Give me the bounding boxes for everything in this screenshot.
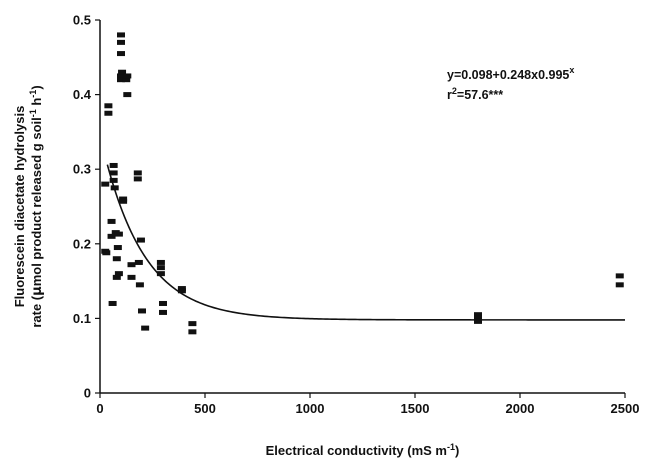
y-title-part-d: ) [29,85,44,89]
data-point [127,274,136,280]
data-point [156,265,165,271]
data-point [108,300,117,306]
data-point [107,218,116,224]
x-tick-label: 1500 [401,401,430,416]
data-point [109,177,118,183]
data-point [188,329,197,335]
axes [99,20,625,394]
data-point [127,262,136,268]
data-point [615,282,624,288]
data-point [159,309,167,315]
data-point [117,77,125,83]
data-point [101,181,110,187]
y-title-mu: μ [30,286,45,296]
y-title-part-a: rate ( [29,295,44,327]
data-point [156,271,165,277]
data-point [474,315,482,321]
fit-curve [106,164,625,321]
y-title-part-b: mol product released g soil [29,117,44,286]
x-tick-label: 2000 [506,401,535,416]
y-tick-label: 0.3 [73,162,91,177]
data-point [102,250,111,256]
data-point [114,231,123,237]
x-tick-label: 1000 [296,401,325,416]
data-point [109,170,118,176]
data-point [117,39,125,45]
data-point [104,110,113,116]
data-point [118,69,127,75]
data-points [101,32,624,335]
data-point [117,51,125,57]
data-point [109,162,118,168]
data-point [112,274,121,280]
y-tick-label: 0 [84,386,91,401]
data-point [188,321,197,327]
x-axis-title-main: Electrical conductivity (mS m [266,443,447,458]
data-point [474,318,482,324]
y-title-sup2: -1 [28,90,38,98]
data-point [122,77,131,83]
r2-label: r [447,88,452,102]
data-point [474,312,482,318]
r2-annotation: r2=57.6*** [447,86,503,102]
data-point [117,32,125,38]
data-point [113,245,122,251]
x-axis-title-end: ) [455,443,459,458]
ticks: 0 500 1000 1500 2000 2500 0 0.1 0.2 0.3 0.4 0.5 [73,13,640,417]
y-tick-label: 0.4 [73,87,92,102]
y-tick-label: 0.5 [73,13,91,28]
equation-exponent: x [569,65,574,75]
x-tick-label: 0 [96,401,103,416]
r2-superscript: 2 [452,86,457,96]
data-point [136,237,145,243]
y-title-sup1: -1 [28,109,38,117]
data-point [141,325,150,331]
data-point [615,273,624,279]
data-point [123,73,132,79]
data-point [177,288,186,294]
data-point [119,198,128,204]
data-point [133,176,142,182]
data-point [159,300,167,306]
y-axis-title: Fluorescein diacetate hydrolysis rate (μ… [12,85,45,327]
data-point [134,259,143,265]
data-point [123,92,132,98]
data-point [135,282,144,288]
x-axis-title-sup: -1 [447,442,455,452]
x-tick-label: 500 [194,401,216,416]
equation-annotation: y=0.098+0.248x0.995x [447,65,574,82]
data-point [114,271,123,277]
y-tick-label: 0.1 [73,311,91,326]
r2-value: =57.6*** [457,88,503,102]
x-tick-label: 2500 [611,401,640,416]
y-axis-title-line1: Fluorescein diacetate hydrolysis [12,106,27,308]
data-point [138,308,146,314]
data-point [104,103,113,109]
equation-main: y=0.098+0.248x0.995 [447,68,569,82]
data-point [117,73,125,79]
data-point [107,233,116,239]
x-axis-title: Electrical conductivity (mS m-1) [266,442,460,458]
y-title-part-c: h [29,98,44,110]
y-tick-label: 0.2 [73,236,91,251]
data-point [156,259,165,265]
y-axis-title-line2: rate (μmol product released g soil-1 h-1… [28,85,45,327]
data-point [133,170,142,176]
data-point [112,256,121,262]
